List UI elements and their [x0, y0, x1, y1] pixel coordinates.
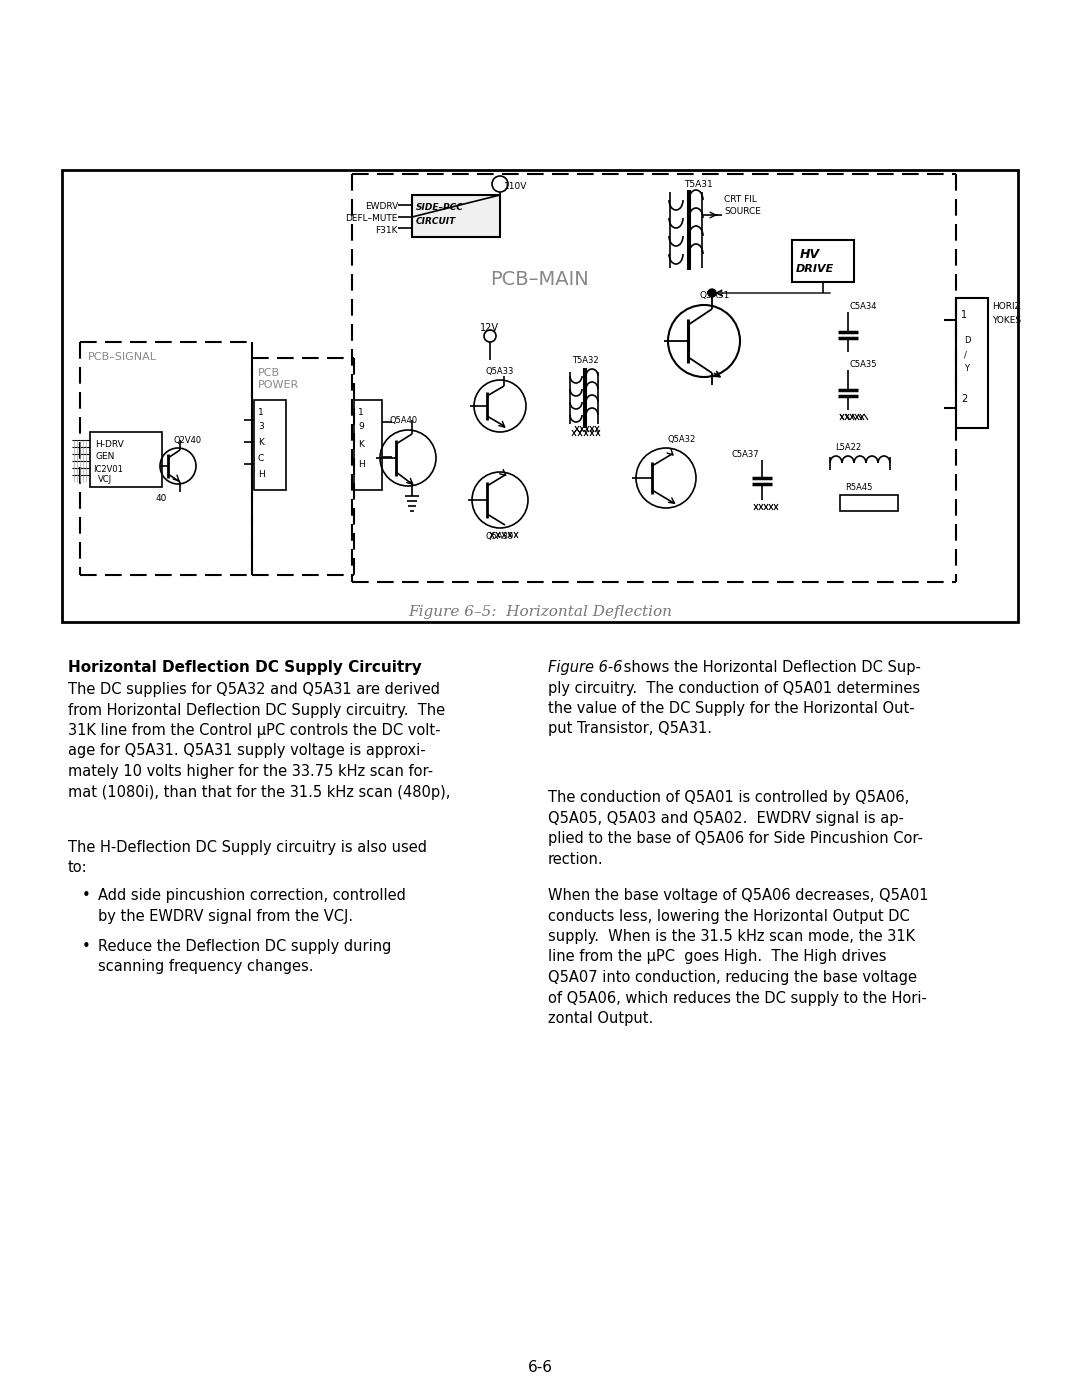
Text: C: C	[258, 454, 265, 462]
Text: Figure 6-6: Figure 6-6	[548, 659, 622, 675]
Text: 3: 3	[258, 422, 264, 432]
Text: CIRCUIT: CIRCUIT	[416, 217, 456, 226]
Bar	[956, 298, 988, 427]
Text: 40: 40	[156, 495, 167, 503]
Text: ply circuitry.  The conduction of Q5A01 determines: ply circuitry. The conduction of Q5A01 d…	[548, 680, 920, 696]
Text: Horizontal Deflection DC Supply Circuitry: Horizontal Deflection DC Supply Circuitr…	[68, 659, 422, 675]
Bar	[62, 170, 1018, 622]
Text: Y: Y	[964, 365, 969, 373]
Text: SOURCE: SOURCE	[724, 207, 761, 217]
Text: 12V: 12V	[480, 323, 499, 332]
Text: IC2V01: IC2V01	[93, 465, 123, 474]
Text: 110V: 110V	[504, 182, 527, 191]
Text: C5A35: C5A35	[850, 360, 877, 369]
Text: PCB–MAIN: PCB–MAIN	[490, 270, 589, 289]
Text: SIDE–PCC: SIDE–PCC	[416, 203, 464, 212]
Text: Add side pincushion correction, controlled: Add side pincushion correction, controll…	[98, 888, 406, 902]
Text: L5A22: L5A22	[835, 443, 861, 453]
Text: 1: 1	[961, 310, 967, 320]
Text: K: K	[258, 439, 264, 447]
Bar	[840, 495, 897, 511]
Text: from Horizontal Deflection DC Supply circuitry.  The: from Horizontal Deflection DC Supply cir…	[68, 703, 445, 718]
Text: mat (1080i), than that for the 31.5 kHz scan (480p),: mat (1080i), than that for the 31.5 kHz …	[68, 785, 450, 799]
Text: 1: 1	[357, 408, 364, 416]
Text: age for Q5A31. Q5A31 supply voltage is approxi-: age for Q5A31. Q5A31 supply voltage is a…	[68, 743, 426, 759]
Text: H: H	[258, 469, 265, 479]
Circle shape	[708, 289, 716, 298]
Text: T5A32: T5A32	[572, 356, 598, 365]
Text: PCB: PCB	[258, 367, 280, 379]
Text: GEN: GEN	[95, 453, 114, 461]
Text: Q5A39: Q5A39	[485, 532, 513, 541]
Text: H-DRV: H-DRV	[95, 440, 124, 448]
Text: 2: 2	[961, 394, 968, 404]
Text: T5A31: T5A31	[684, 180, 713, 189]
Text: 31K line from the Control μPC controls the DC volt-: 31K line from the Control μPC controls t…	[68, 724, 441, 738]
Text: Q5A32: Q5A32	[669, 434, 697, 444]
Text: K: K	[357, 440, 364, 448]
Text: POWER: POWER	[258, 380, 299, 390]
Text: DRIVE: DRIVE	[796, 264, 834, 274]
Text: EWDRV: EWDRV	[365, 203, 399, 211]
Text: The conduction of Q5A01 is controlled by Q5A06,: The conduction of Q5A01 is controlled by…	[548, 789, 909, 805]
Bar	[254, 400, 286, 490]
Text: Q5A40: Q5A40	[390, 416, 418, 425]
Text: CRT FIL: CRT FIL	[724, 196, 757, 204]
Text: scanning frequency changes.: scanning frequency changes.	[98, 960, 313, 975]
Text: Q5A33: Q5A33	[485, 367, 513, 376]
Text: zontal Output.: zontal Output.	[548, 1011, 653, 1025]
Text: VCJ: VCJ	[98, 475, 112, 483]
Text: Q5A05, Q5A03 and Q5A02.  EWDRV signal is ap-: Q5A05, Q5A03 and Q5A02. EWDRV signal is …	[548, 810, 904, 826]
Bar	[354, 400, 382, 490]
Text: PCB–SIGNAL: PCB–SIGNAL	[87, 352, 157, 362]
Text: YOKES: YOKES	[993, 316, 1021, 326]
Text: •: •	[82, 939, 91, 954]
Text: shows the Horizontal Deflection DC Sup-: shows the Horizontal Deflection DC Sup-	[619, 659, 921, 675]
Text: 9: 9	[357, 422, 364, 432]
Bar	[792, 240, 854, 282]
Text: to:: to:	[68, 861, 87, 876]
Text: by the EWDRV signal from the VCJ.: by the EWDRV signal from the VCJ.	[98, 908, 353, 923]
Text: conducts less, lowering the Horizontal Output DC: conducts less, lowering the Horizontal O…	[548, 908, 909, 923]
Text: Q5A07 into conduction, reducing the base voltage: Q5A07 into conduction, reducing the base…	[548, 970, 917, 985]
Bar	[90, 432, 162, 488]
Text: The H-Deflection DC Supply circuitry is also used: The H-Deflection DC Supply circuitry is …	[68, 840, 427, 855]
Text: supply.  When is the 31.5 kHz scan mode, the 31K: supply. When is the 31.5 kHz scan mode, …	[548, 929, 915, 944]
Text: C5A34: C5A34	[850, 302, 877, 312]
Text: 6-6: 6-6	[527, 1361, 553, 1375]
Text: HV: HV	[800, 249, 820, 261]
Text: rection.: rection.	[548, 852, 604, 866]
Text: D: D	[964, 337, 971, 345]
Text: H: H	[357, 460, 365, 469]
Text: The DC supplies for Q5A32 and Q5A31 are derived: The DC supplies for Q5A32 and Q5A31 are …	[68, 682, 440, 697]
Text: line from the μPC  goes High.  The High drives: line from the μPC goes High. The High dr…	[548, 950, 887, 964]
Text: R5A45: R5A45	[845, 483, 873, 492]
Text: •: •	[82, 888, 91, 902]
Text: Reduce the Deflection DC supply during: Reduce the Deflection DC supply during	[98, 939, 391, 954]
Bar	[411, 196, 500, 237]
Text: C5A37: C5A37	[732, 450, 759, 460]
Text: put Transistor, Q5A31.: put Transistor, Q5A31.	[548, 721, 712, 736]
Text: 1: 1	[258, 408, 264, 416]
Text: Q2V40: Q2V40	[173, 436, 201, 446]
Text: Q5A31: Q5A31	[699, 291, 729, 300]
Text: mately 10 volts higher for the 33.75 kHz scan for-: mately 10 volts higher for the 33.75 kHz…	[68, 764, 433, 780]
Text: DEFL–MUTE: DEFL–MUTE	[346, 214, 399, 224]
Text: F31K: F31K	[376, 226, 399, 235]
Text: /: /	[964, 351, 967, 359]
Text: HORIZ: HORIZ	[993, 302, 1021, 312]
Text: plied to the base of Q5A06 for Side Pincushion Cor-: plied to the base of Q5A06 for Side Pinc…	[548, 831, 923, 847]
Text: the value of the DC Supply for the Horizontal Out-: the value of the DC Supply for the Horiz…	[548, 701, 915, 717]
Text: of Q5A06, which reduces the DC supply to the Hori-: of Q5A06, which reduces the DC supply to…	[548, 990, 927, 1006]
Text: Figure 6–5:  Horizontal Deflection: Figure 6–5: Horizontal Deflection	[408, 605, 672, 619]
Text: When the base voltage of Q5A06 decreases, Q5A01: When the base voltage of Q5A06 decreases…	[548, 888, 929, 902]
